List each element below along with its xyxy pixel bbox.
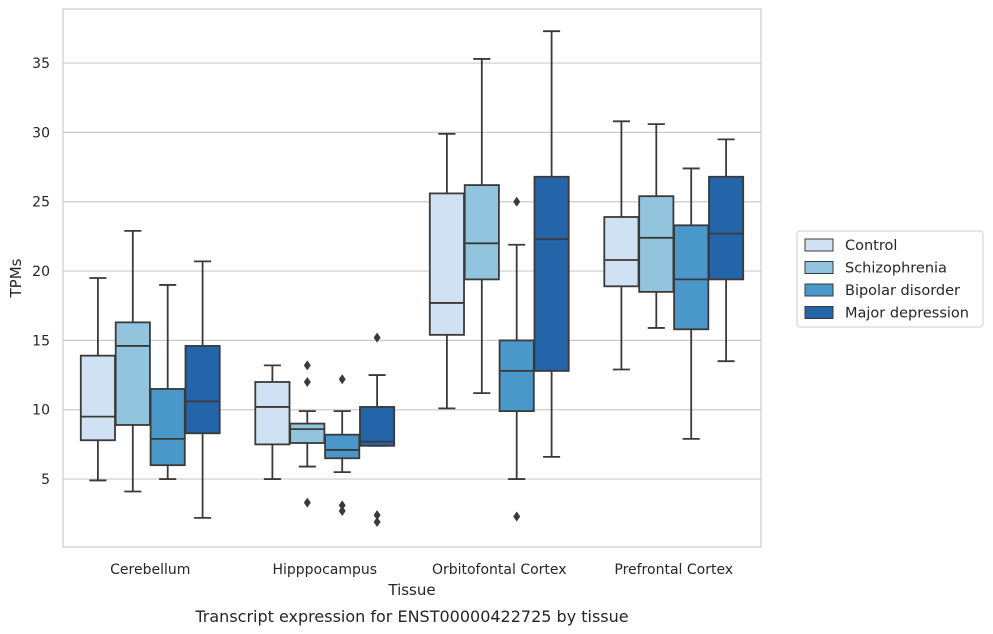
x-tick-label: Orbitofontal Cortex: [432, 562, 567, 578]
y-tick-label: 35: [32, 56, 50, 72]
legend-swatch: [804, 283, 834, 297]
box-2-0: [428, 132, 465, 410]
box-3-1: [638, 123, 675, 329]
x-tick-labels: Cerebellum Hipppocampus Orbitofontal Corte…: [110, 562, 733, 578]
iqr-box: [533, 175, 570, 372]
legend-label: Bipolar disorder: [845, 283, 960, 299]
box-0-3: [184, 260, 221, 519]
box-1-1: [289, 360, 326, 508]
iqr-box: [184, 345, 221, 435]
legend: Control Schizophrenia Bipolar disorder Majo…: [796, 230, 984, 328]
outlier-point: [513, 196, 521, 207]
x-tick-label: Cerebellum: [110, 562, 190, 578]
iqr-box: [114, 321, 151, 426]
outlier-point: [303, 376, 311, 387]
box-1-3: [359, 332, 396, 528]
outlier-point: [513, 511, 521, 522]
iqr-box: [463, 184, 500, 281]
y-tick-label: 30: [32, 125, 50, 141]
y-tick-label: 25: [32, 195, 50, 211]
box-1-0: [254, 364, 291, 480]
iqr-box: [638, 195, 675, 293]
iqr-box: [149, 388, 186, 467]
outlier-point: [338, 374, 346, 385]
box-1-2: [324, 374, 361, 516]
y-tick-label: 15: [32, 333, 50, 349]
box-3-2: [673, 167, 710, 440]
box-0-2: [149, 284, 186, 480]
y-tick-labels: 5 10 15 20 25 30 35: [32, 56, 50, 488]
plot-area-frame: [62, 8, 762, 548]
box-0-1: [114, 229, 151, 493]
boxes: [79, 30, 745, 528]
box-3-0: [603, 120, 640, 371]
outlier-point: [338, 505, 346, 516]
outlier-point: [338, 500, 346, 511]
iqr-box: [603, 216, 640, 288]
y-tick-label: 10: [32, 403, 50, 419]
iqr-box: [289, 422, 326, 444]
iqr-box: [498, 339, 535, 413]
outlier-point: [303, 497, 311, 508]
iqr-box: [324, 433, 361, 460]
iqr-box: [673, 224, 710, 331]
outlier-point: [373, 517, 381, 528]
iqr-box: [708, 175, 745, 281]
y-tick-label: 20: [32, 264, 50, 280]
iqr-box: [428, 192, 465, 336]
legend-label: Major depression: [845, 306, 969, 322]
x-tick-label: Prefrontal Cortex: [614, 562, 733, 578]
iqr-box: [254, 381, 291, 446]
x-axis-title: Tissue: [387, 581, 435, 599]
legend-label: Control: [845, 238, 897, 254]
legend-label: Schizophrenia: [845, 261, 947, 277]
box-2-1: [463, 58, 500, 394]
legend-swatch: [804, 238, 834, 252]
chart-caption: Transcript expression for ENST0000042272…: [194, 607, 628, 626]
legend-swatch: [804, 306, 834, 319]
box-2-2: [498, 196, 535, 522]
iqr-box: [359, 406, 396, 447]
y-tick-label: 5: [41, 472, 50, 488]
legend-frame: [796, 230, 984, 328]
x-tick-label: Hipppocampus: [272, 562, 377, 578]
outlier-point: [373, 510, 381, 521]
legend-swatch: [804, 261, 834, 274]
outlier-point: [373, 332, 381, 343]
outlier-point: [303, 360, 311, 371]
box-2-3: [533, 30, 570, 458]
y-axis-title: TPMs: [7, 258, 25, 298]
iqr-box: [79, 354, 116, 442]
box-0-0: [79, 277, 116, 482]
box-3-3: [708, 138, 745, 363]
